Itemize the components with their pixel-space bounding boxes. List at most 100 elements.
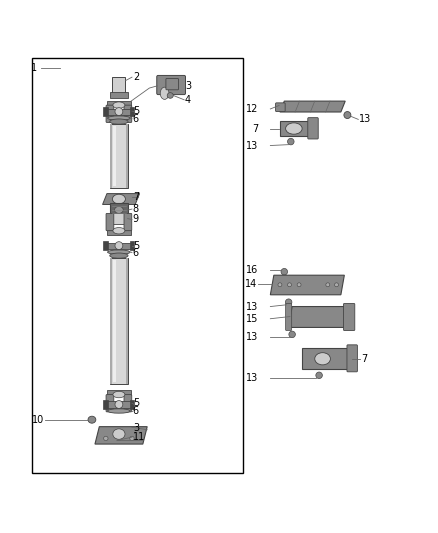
Ellipse shape (113, 228, 125, 234)
Bar (103, 400, 108, 409)
Text: 1: 1 (31, 63, 37, 74)
Text: 13: 13 (359, 115, 371, 124)
Bar (107, 101, 131, 106)
Text: 10: 10 (32, 415, 44, 425)
Bar (130, 400, 134, 409)
Text: 6: 6 (133, 406, 139, 416)
Bar (111, 213, 127, 224)
Ellipse shape (315, 353, 330, 365)
Bar (113, 77, 125, 94)
Bar (110, 124, 128, 188)
Polygon shape (95, 426, 147, 444)
FancyBboxPatch shape (276, 103, 285, 111)
Text: 7: 7 (252, 124, 258, 134)
Ellipse shape (113, 102, 125, 108)
Text: 13: 13 (246, 332, 258, 342)
Ellipse shape (115, 108, 123, 116)
Text: 12: 12 (246, 104, 258, 114)
Ellipse shape (288, 283, 291, 287)
Text: 14: 14 (245, 279, 257, 289)
Text: 13: 13 (246, 141, 258, 150)
Text: 5: 5 (133, 240, 139, 251)
Ellipse shape (326, 283, 330, 287)
Bar (110, 124, 112, 188)
Polygon shape (102, 193, 140, 205)
Bar (113, 260, 116, 382)
Bar (110, 258, 128, 384)
Text: 15: 15 (246, 314, 258, 324)
Bar (107, 243, 131, 249)
FancyBboxPatch shape (286, 303, 292, 330)
Ellipse shape (113, 429, 125, 439)
Bar (107, 390, 131, 395)
Text: 2: 2 (133, 72, 139, 82)
FancyBboxPatch shape (343, 303, 355, 330)
Ellipse shape (113, 194, 125, 204)
Text: 6: 6 (133, 247, 139, 257)
Bar (126, 124, 128, 188)
Ellipse shape (286, 123, 302, 134)
Polygon shape (270, 275, 344, 295)
Bar (110, 203, 127, 217)
Bar (110, 92, 127, 98)
Bar (130, 241, 134, 251)
Ellipse shape (110, 119, 128, 124)
Bar (107, 109, 131, 115)
Text: 13: 13 (246, 302, 258, 312)
Ellipse shape (115, 241, 123, 249)
Ellipse shape (289, 331, 295, 338)
Ellipse shape (108, 409, 130, 413)
FancyBboxPatch shape (124, 105, 132, 123)
Text: 7: 7 (133, 192, 139, 202)
FancyBboxPatch shape (124, 213, 132, 231)
Polygon shape (289, 306, 349, 327)
Ellipse shape (335, 283, 339, 287)
Text: 4: 4 (185, 95, 191, 105)
Text: 13: 13 (246, 373, 258, 383)
Ellipse shape (344, 111, 351, 118)
FancyBboxPatch shape (106, 394, 114, 412)
FancyBboxPatch shape (157, 76, 185, 94)
Text: 7: 7 (361, 354, 367, 364)
Ellipse shape (113, 391, 125, 398)
Ellipse shape (88, 416, 96, 423)
Ellipse shape (108, 250, 130, 254)
Bar (103, 107, 108, 116)
Polygon shape (280, 101, 345, 112)
Text: 9: 9 (133, 214, 139, 224)
Ellipse shape (281, 269, 288, 275)
Polygon shape (302, 349, 350, 369)
Bar (103, 241, 108, 251)
FancyBboxPatch shape (106, 105, 114, 123)
Bar (32, 58, 243, 473)
Text: 8: 8 (133, 204, 139, 214)
FancyBboxPatch shape (166, 78, 179, 90)
Ellipse shape (288, 139, 294, 145)
Bar (126, 258, 128, 384)
Bar (107, 401, 131, 408)
Ellipse shape (104, 436, 108, 441)
Ellipse shape (297, 283, 301, 287)
Ellipse shape (115, 206, 123, 213)
Ellipse shape (316, 372, 322, 378)
Text: 16: 16 (246, 265, 258, 275)
FancyBboxPatch shape (308, 118, 318, 139)
Ellipse shape (115, 400, 123, 408)
FancyBboxPatch shape (124, 394, 132, 412)
Text: 11: 11 (133, 432, 145, 442)
Text: 6: 6 (133, 114, 139, 124)
Ellipse shape (108, 116, 130, 120)
FancyBboxPatch shape (347, 345, 357, 372)
Text: 5: 5 (133, 106, 139, 116)
FancyBboxPatch shape (106, 213, 114, 231)
Bar (107, 230, 131, 235)
Ellipse shape (286, 299, 292, 305)
Text: 3: 3 (133, 423, 139, 433)
Ellipse shape (278, 283, 282, 287)
Bar (113, 126, 116, 186)
Ellipse shape (160, 87, 169, 99)
Ellipse shape (167, 93, 173, 98)
Ellipse shape (110, 253, 128, 258)
Ellipse shape (130, 436, 134, 441)
Bar (110, 258, 112, 384)
